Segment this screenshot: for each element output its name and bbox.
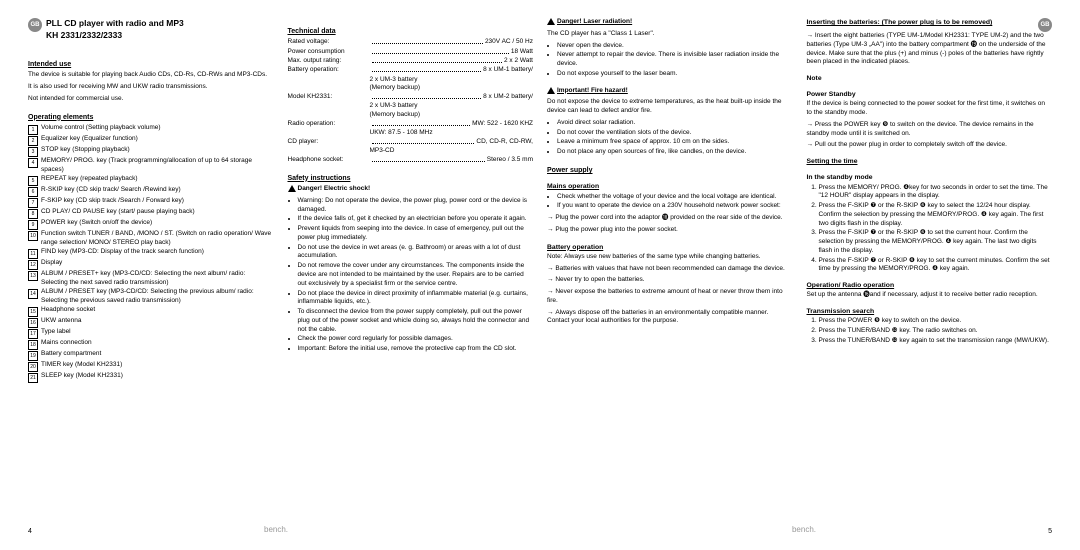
insert-arrows: Insert the eight batteries (TYPE UM-1/Mo… — [807, 32, 1053, 67]
insert-h: Inserting the batteries: (The power plug… — [807, 18, 1035, 27]
col-3: Danger! Laser radiation! The CD player h… — [547, 18, 793, 532]
fire-intro: Do not expose the device to extreme temp… — [547, 98, 793, 116]
warn-icon — [547, 87, 555, 94]
bat-arrows: Batteries with values that have not been… — [547, 265, 793, 327]
tech-rows3b: UKW: 87.5 - 108 MHz — [288, 129, 534, 138]
bat-intro: Note: Always use new batteries of the sa… — [547, 253, 793, 262]
brand-right: bench. — [792, 525, 816, 536]
h-intended: Intended use — [28, 60, 274, 69]
settime-list: Press the MEMORY/ PROG. ❹key for two sec… — [807, 184, 1053, 275]
tech-rows2b: 2 x UM-3 battery(Memory backup) — [288, 102, 534, 120]
tech-rows: Rated voltage:230V AC / 50 HzPower consu… — [288, 38, 534, 75]
opradio-intro: Set up the antenna ⓰and if necessary, ad… — [807, 291, 1053, 300]
col-4: Inserting the batteries: (The power plug… — [807, 18, 1053, 532]
tech-rows3: Radio operation:MW: 522 - 1620 KHZ — [288, 120, 534, 129]
safety-sub1: Danger! Electric shock! — [298, 185, 371, 192]
tech-rows2: Model KH2331:8 x UM-2 battery/ — [288, 93, 534, 102]
gb-badge-right: GB — [1038, 18, 1052, 32]
safety-list: Warning: Do not operate the device, the … — [288, 197, 534, 354]
bat-sub: Battery operation — [547, 243, 793, 252]
fire-sub: Important! Fire hazard! — [557, 87, 628, 94]
tech-rows4: CD player:CD, CD-R, CD-RW, — [288, 138, 534, 147]
opradio-list: Press the POWER ❾ key to switch on the d… — [807, 317, 1053, 345]
opradio-h: Operation/ Radio operation — [807, 281, 1053, 290]
mains-arrows: Plug the power cord into the adaptor ⓲ p… — [547, 214, 793, 235]
intended-p3: Not intended for commercial use. — [28, 95, 274, 104]
intended-p2: It is also used for receiving MW and UKW… — [28, 83, 274, 92]
doc-title: PLL CD player with radio and MP3 — [46, 18, 184, 29]
doc-model: KH 2331/2332/2333 — [46, 30, 184, 41]
h-power: Power supply — [547, 166, 793, 175]
h-operating: Operating elements — [28, 113, 274, 122]
mains-sub: Mains operation — [547, 182, 793, 191]
brand-left: bench. — [264, 525, 288, 536]
laser-intro: The CD player has a "Class 1 Laser". — [547, 30, 793, 39]
standby-intro: If the device is being connected to the … — [807, 100, 1053, 118]
h-safety: Safety instructions — [288, 174, 534, 183]
standby-h: Power Standby — [807, 90, 1053, 99]
tech-rows1b: 2 x UM-3 battery(Memory backup) — [288, 76, 534, 94]
opradio-sub: Transmission search — [807, 307, 1053, 316]
mains-list: Check whether the voltage of your device… — [547, 193, 793, 212]
intended-p1: The device is suitable for playing back … — [28, 71, 274, 80]
warn-icon — [288, 185, 296, 192]
operating-list: 1Volume control (Setting playback volume… — [28, 124, 274, 383]
tech-rows4b: MP3-CD — [288, 147, 534, 156]
h-tech: Technical data — [288, 27, 534, 36]
warn-icon — [547, 18, 555, 25]
tech-rows5: Headphone socket:Stereo / 3.5 mm — [288, 156, 534, 165]
laser-list: Never open the device.Never attempt to r… — [547, 42, 793, 79]
col-2: Technical data Rated voltage:230V AC / 5… — [288, 18, 534, 532]
settime-sub: In the standby mode — [807, 173, 1053, 182]
col-1: GB PLL CD player with radio and MP3 KH 2… — [28, 18, 274, 532]
settime-h: Setting the time — [807, 157, 1053, 166]
page-num-left: 4 — [28, 527, 32, 536]
page-num-right: 5 — [1048, 527, 1052, 536]
gb-badge-left: GB — [28, 18, 42, 32]
fire-list: Avoid direct solar radiation.Do not cove… — [547, 119, 793, 157]
standby-arrows: Press the POWER key ❾ to switch on the d… — [807, 121, 1053, 150]
note-h: Note — [807, 74, 1053, 83]
laser-sub: Danger! Laser radiation! — [557, 18, 632, 25]
